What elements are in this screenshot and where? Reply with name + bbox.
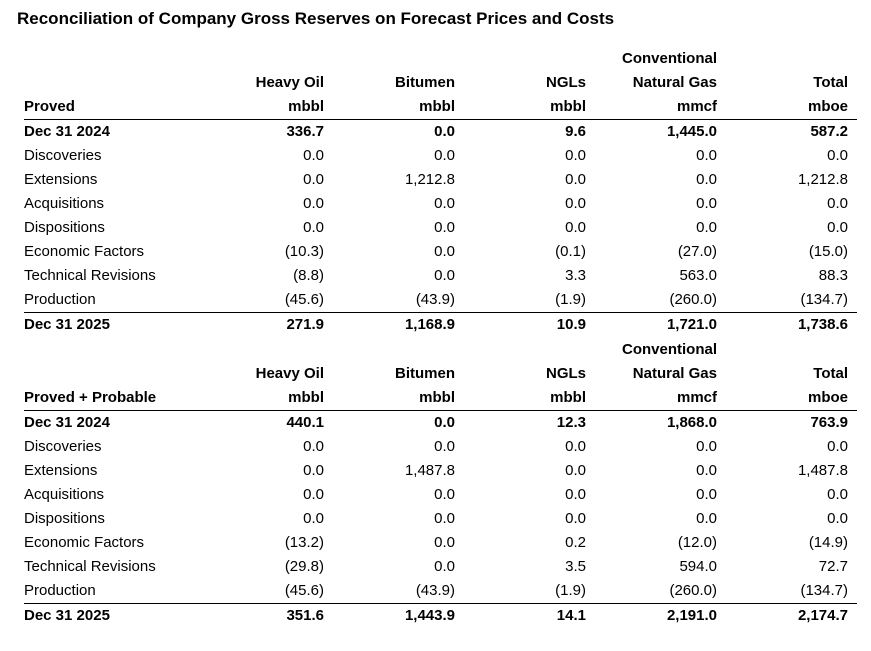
col-header-natural-gas: Conventional Natural Gas mmcf: [621, 341, 717, 406]
table-row: Extensions 0.0 1,487.8 0.0 0.0 1,487.8: [24, 462, 848, 479]
section-label: Proved: [24, 98, 75, 115]
table-row: Extensions 0.0 1,212.8 0.0 0.0 1,212.8: [24, 171, 848, 188]
table-row: Economic Factors (10.3) 0.0 (0.1) (27.0)…: [24, 243, 848, 260]
table-row: Acquisitions 0.0 0.0 0.0 0.0 0.0: [24, 486, 848, 503]
col-header-total: Total mboe: [807, 365, 848, 406]
table-row: Technical Revisions (8.8) 0.0 3.3 563.0 …: [24, 267, 848, 284]
table-row: Dec 31 2024 336.7 0.0 9.6 1,445.0 587.2: [24, 119, 857, 144]
table-row-total: Dec 31 2025 351.6 1,443.9 14.1 2,191.0 2…: [24, 603, 857, 628]
col-header-bitumen: Bitumen mbbl: [395, 365, 455, 406]
table-row-total: Dec 31 2025 271.9 1,168.9 10.9 1,721.0 1…: [24, 312, 857, 337]
table-row: Dispositions 0.0 0.0 0.0 0.0 0.0: [24, 510, 848, 527]
col-header-heavy-oil: Heavy Oil mbbl: [255, 74, 324, 115]
col-header-total: Total mboe: [807, 74, 848, 115]
table-row: Acquisitions 0.0 0.0 0.0 0.0 0.0: [24, 195, 848, 212]
table-row: Dec 31 2024 440.1 0.0 12.3 1,868.0 763.9: [24, 410, 857, 435]
col-header-bitumen: Bitumen mbbl: [395, 74, 455, 115]
table-row: Discoveries 0.0 0.0 0.0 0.0 0.0: [24, 147, 848, 164]
proved-table: Proved Heavy Oil mbbl Bitumen mbbl NGLs mbb…: [24, 47, 857, 337]
col-header-heavy-oil: Heavy Oil mbbl: [255, 365, 324, 406]
table-header: Proved Heavy Oil mbbl Bitumen mbbl NGLs mbb…: [24, 47, 857, 119]
table-row: Dispositions 0.0 0.0 0.0 0.0 0.0: [24, 219, 848, 236]
table-row: Production (45.6) (43.9) (1.9) (260.0) (…: [24, 291, 848, 308]
col-header-ngls: NGLs mbbl: [545, 365, 586, 406]
col-header-ngls: NGLs mbbl: [545, 74, 586, 115]
page-title: Reconciliation of Company Gross Reserves…: [17, 9, 615, 28]
col-header-natural-gas: Conventional Natural Gas mmcf: [621, 50, 717, 115]
table-row: Discoveries 0.0 0.0 0.0 0.0 0.0: [24, 438, 848, 455]
table-header: Proved + Probable Heavy Oil mbbl Bitumen m…: [24, 338, 857, 410]
table-row: Economic Factors (13.2) 0.0 0.2 (12.0) (…: [24, 534, 848, 551]
table-row: Production (45.6) (43.9) (1.9) (260.0) (…: [24, 582, 848, 599]
proved-probable-table: Proved + Probable Heavy Oil mbbl Bitumen m…: [24, 338, 857, 628]
section-label: Proved + Probable: [24, 389, 157, 406]
table-row: Technical Revisions (29.8) 0.0 3.5 594.0…: [24, 558, 848, 575]
